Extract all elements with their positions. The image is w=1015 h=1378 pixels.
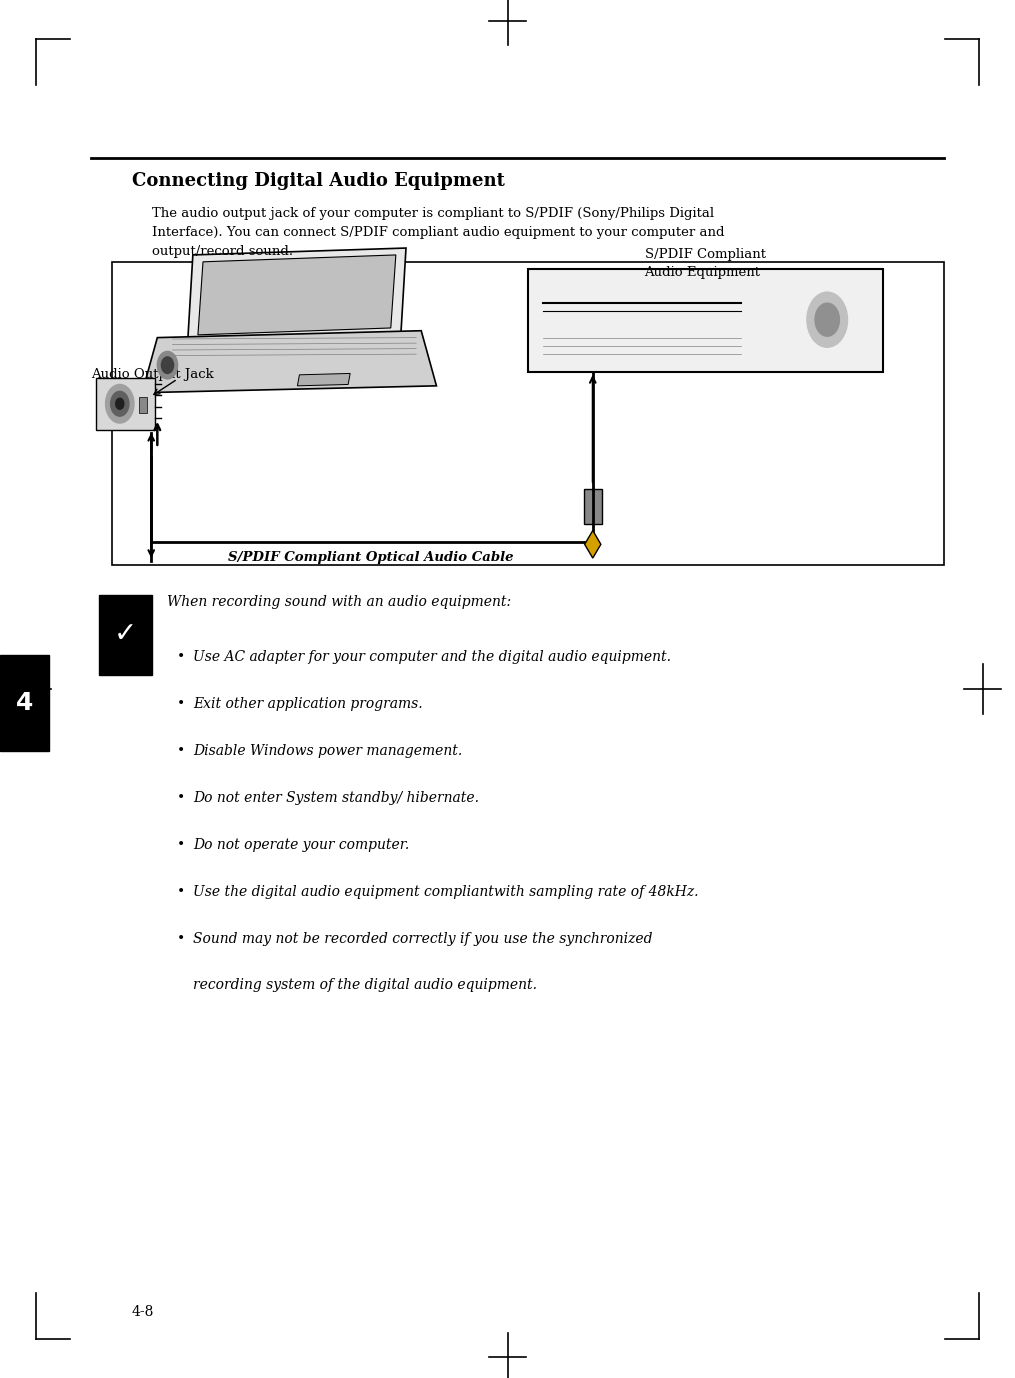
FancyBboxPatch shape: [528, 269, 883, 372]
Circle shape: [807, 292, 848, 347]
Text: Exit other application programs.: Exit other application programs.: [193, 697, 422, 711]
Circle shape: [161, 357, 174, 373]
Text: Connecting Digital Audio Equipment: Connecting Digital Audio Equipment: [132, 172, 504, 190]
Text: S/PDIF Compliant
Audio Equipment: S/PDIF Compliant Audio Equipment: [645, 248, 765, 278]
Text: When recording sound with an audio equipment:: When recording sound with an audio equip…: [167, 595, 512, 609]
Bar: [584, 489, 602, 524]
Text: S/PDIF Compliant Optical Audio Cable: S/PDIF Compliant Optical Audio Cable: [227, 551, 514, 564]
Circle shape: [157, 351, 178, 379]
Text: •: •: [177, 885, 185, 898]
Text: Use the digital audio equipment compliantwith sampling rate of 48kHz.: Use the digital audio equipment complian…: [193, 885, 698, 898]
Text: ✓: ✓: [115, 620, 137, 648]
Text: The audio output jack of your computer is compliant to S/PDIF (Sony/Philips Digi: The audio output jack of your computer i…: [152, 207, 725, 258]
Text: 4-8: 4-8: [132, 1305, 154, 1319]
Bar: [112, 262, 944, 565]
Polygon shape: [297, 373, 350, 386]
Polygon shape: [198, 255, 396, 335]
Text: •: •: [177, 744, 185, 758]
Bar: [0, 655, 49, 751]
Bar: [99, 595, 152, 675]
Text: •: •: [177, 838, 185, 852]
Text: Do not enter System standby/ hibernate.: Do not enter System standby/ hibernate.: [193, 791, 479, 805]
Circle shape: [106, 384, 134, 423]
Bar: [139, 397, 147, 413]
Circle shape: [111, 391, 129, 416]
Text: •: •: [177, 932, 185, 945]
Polygon shape: [585, 531, 601, 558]
Text: Disable Windows power management.: Disable Windows power management.: [193, 744, 462, 758]
Text: Sound may not be recorded correctly if you use the synchronized: Sound may not be recorded correctly if y…: [193, 932, 653, 945]
Text: recording system of the digital audio equipment.: recording system of the digital audio eq…: [193, 978, 537, 992]
Polygon shape: [188, 248, 406, 340]
Text: •: •: [177, 650, 185, 664]
Text: Use AC adapter for your computer and the digital audio equipment.: Use AC adapter for your computer and the…: [193, 650, 671, 664]
Text: •: •: [177, 791, 185, 805]
Circle shape: [116, 398, 124, 409]
Bar: [96, 378, 155, 430]
Circle shape: [815, 303, 839, 336]
Polygon shape: [142, 331, 436, 393]
Text: Audio Output Jack: Audio Output Jack: [91, 368, 214, 382]
Text: 4: 4: [15, 690, 33, 715]
Text: Do not operate your computer.: Do not operate your computer.: [193, 838, 409, 852]
Text: •: •: [177, 697, 185, 711]
